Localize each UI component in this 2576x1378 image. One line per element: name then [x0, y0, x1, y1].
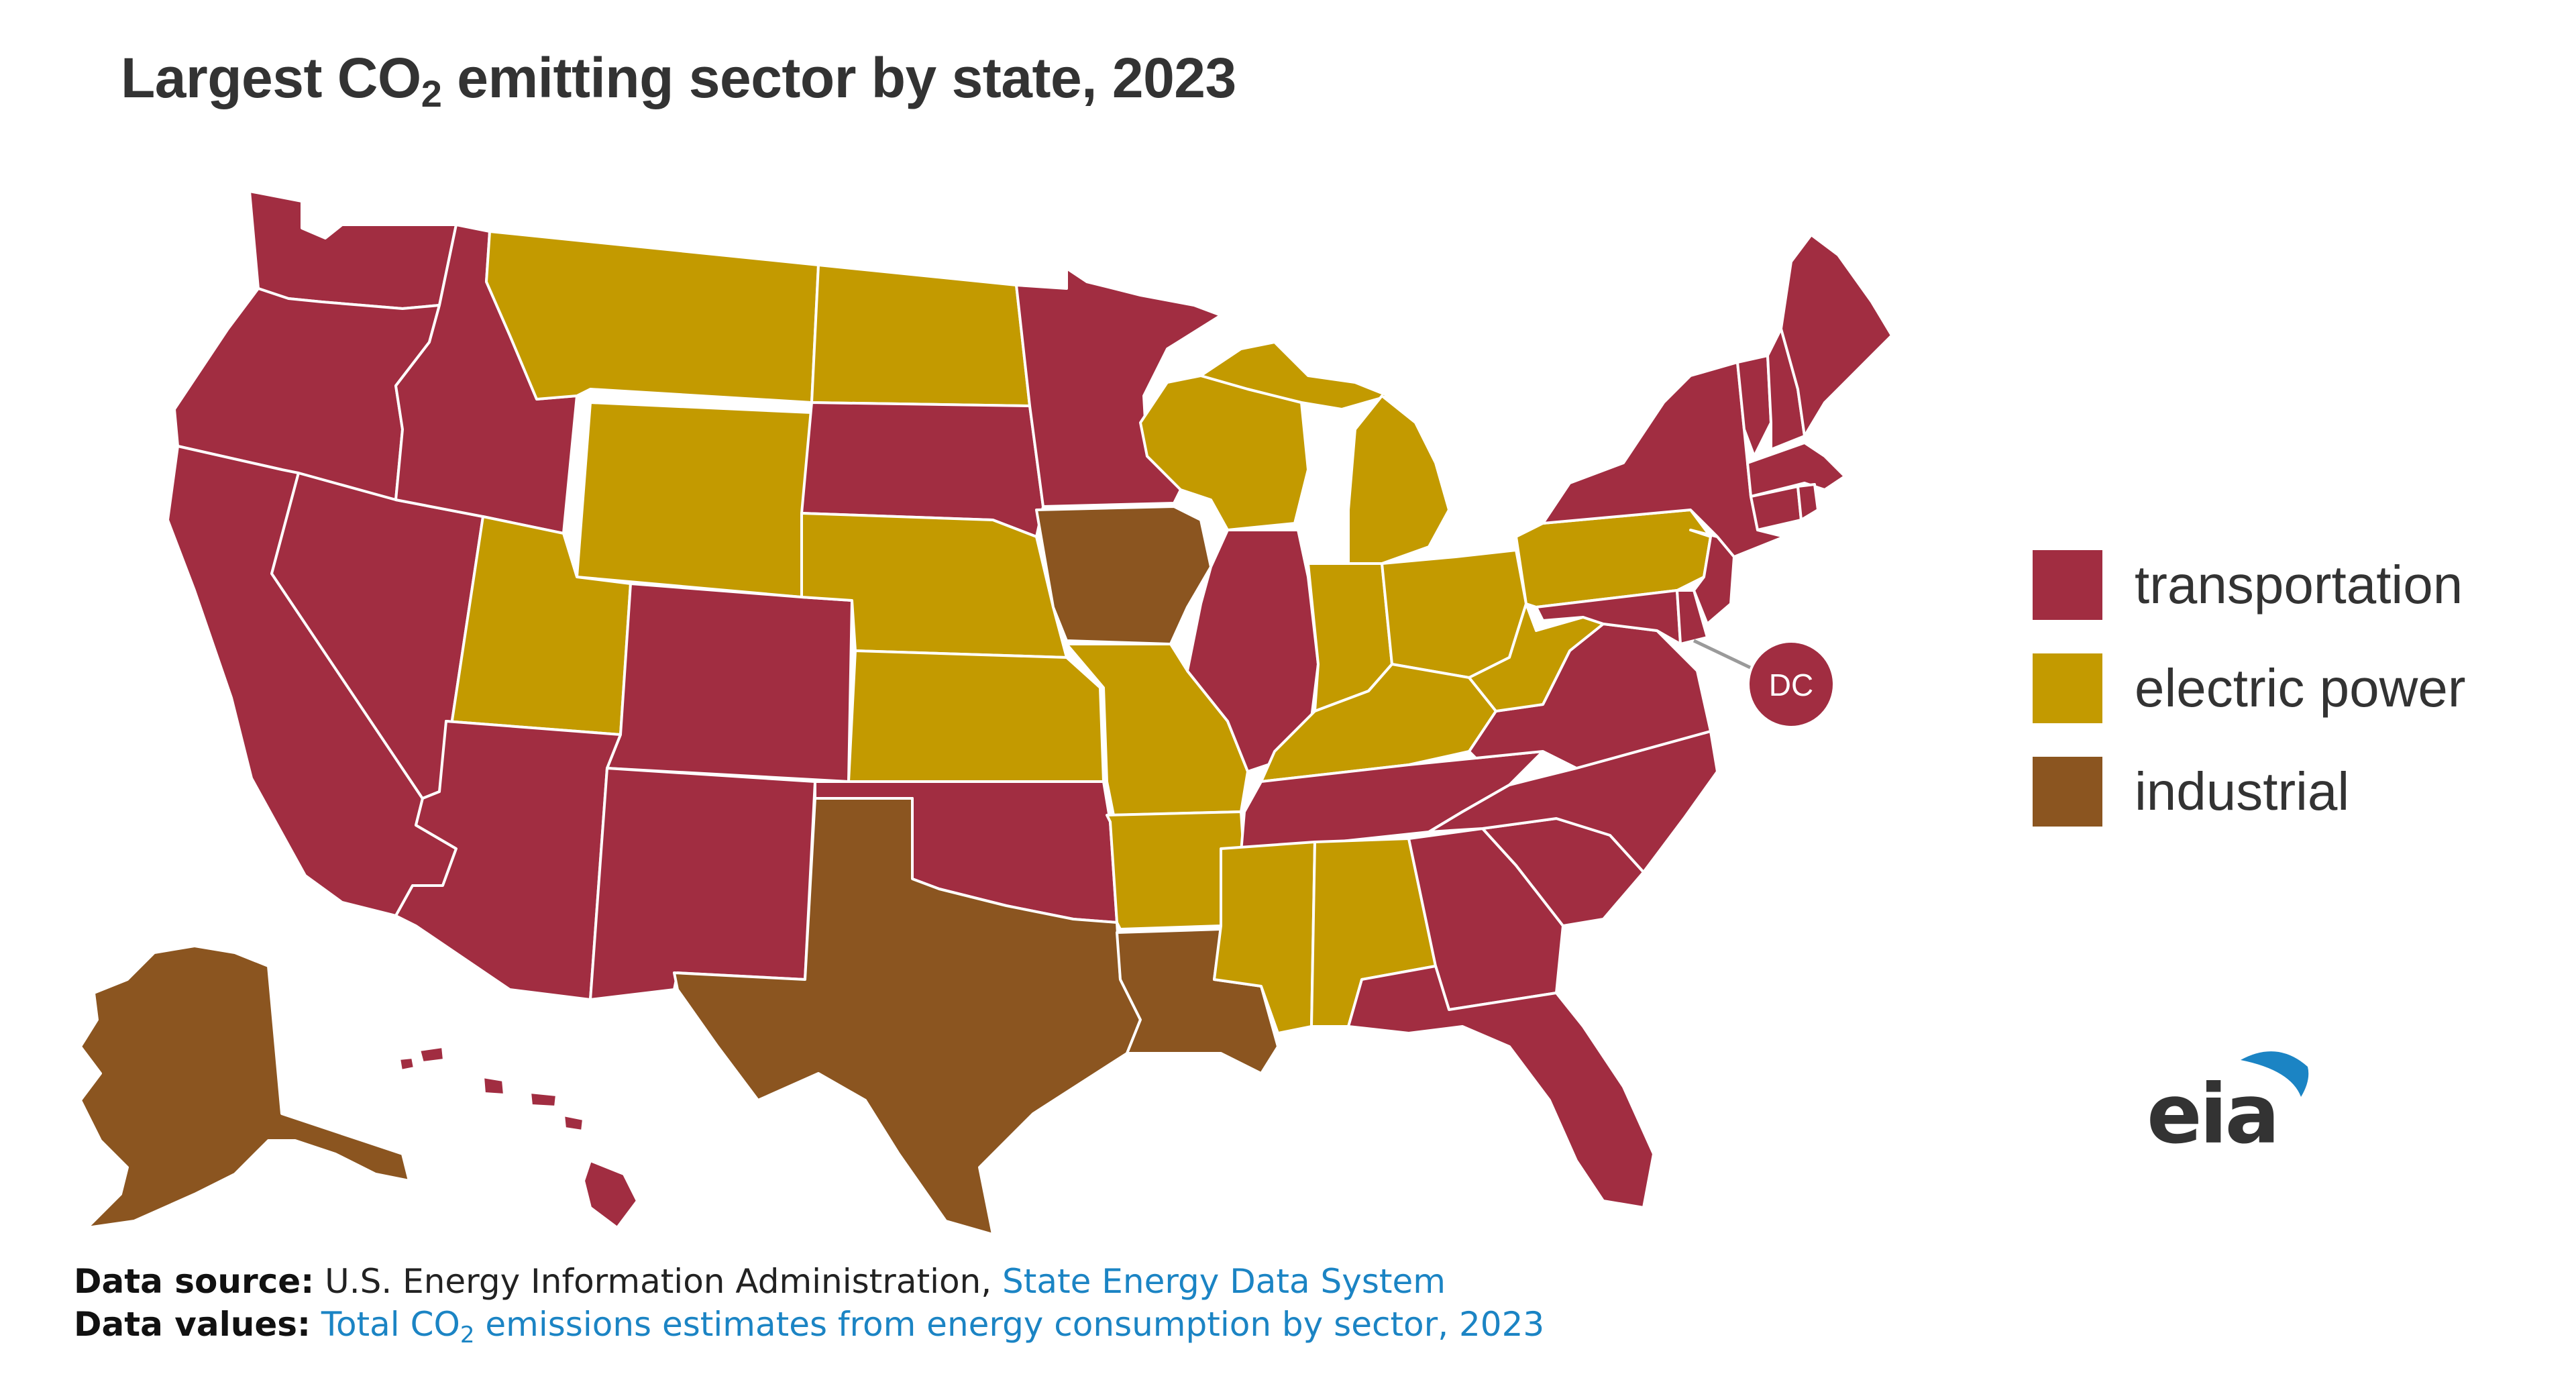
data-values-line: Data values: Total CO2 emissions estimat…	[74, 1303, 1544, 1346]
data-source-label: Data source:	[74, 1262, 315, 1301]
state-HI-3[interactable]	[482, 1075, 506, 1096]
page-title: Largest CO2 emitting sector by state, 20…	[121, 46, 1236, 115]
eia-swoosh-icon	[2241, 1051, 2309, 1097]
state-ND[interactable]	[810, 264, 1031, 407]
state-HI-5[interactable]	[562, 1114, 585, 1132]
footer: Data source: U.S. Energy Information Adm…	[74, 1260, 1544, 1346]
state-AK[interactable]	[79, 945, 411, 1229]
state-HI-6[interactable]	[582, 1159, 639, 1229]
legend-swatch	[2033, 550, 2102, 620]
state-HI-1[interactable]	[398, 1056, 416, 1072]
legend-swatch	[2033, 653, 2102, 723]
state-MI-lower[interactable]	[1347, 394, 1450, 565]
eia-logo-text: eia	[2147, 1067, 2280, 1162]
state-FL[interactable]	[1347, 965, 1655, 1209]
state-IA[interactable]	[1035, 505, 1212, 645]
state-TX[interactable]	[673, 797, 1142, 1236]
dc-marker[interactable]	[1747, 640, 1835, 729]
state-KS[interactable]	[847, 649, 1105, 783]
state-RI[interactable]	[1796, 483, 1819, 521]
data-source-line: Data source: U.S. Energy Information Adm…	[74, 1260, 1544, 1303]
data-source-text: U.S. Energy Information Administration,	[314, 1262, 1003, 1301]
eia-logo: eia	[2140, 1040, 2314, 1162]
state-WA[interactable]	[248, 190, 458, 310]
legend-label: electric power	[2135, 658, 2466, 718]
dc-label: DC	[1769, 668, 1813, 702]
state-NM[interactable]	[589, 767, 816, 1001]
data-source-link[interactable]: State Energy Data System	[1002, 1262, 1446, 1301]
state-VT[interactable]	[1736, 354, 1772, 458]
state-WI[interactable]	[1139, 374, 1309, 531]
state-CO[interactable]	[606, 582, 853, 783]
legend-swatch	[2033, 757, 2102, 827]
state-HI-4[interactable]	[529, 1091, 558, 1108]
legend-label: transportation	[2135, 555, 2463, 615]
data-values-link[interactable]: Total CO2 emissions estimates from energ…	[311, 1305, 1545, 1348]
data-values-label: Data values:	[74, 1305, 311, 1344]
state-MT[interactable]	[485, 230, 820, 404]
state-MI-upper[interactable]	[1199, 341, 1390, 411]
state-WY[interactable]	[576, 401, 813, 598]
state-NC[interactable]	[1428, 730, 1719, 873]
state-DE[interactable]	[1676, 589, 1709, 645]
state-HI-2[interactable]	[418, 1045, 445, 1064]
state-MO[interactable]	[1065, 643, 1249, 816]
state-AR[interactable]	[1106, 810, 1246, 931]
state-MN[interactable]	[1015, 267, 1222, 508]
legend-label: industrial	[2135, 761, 2350, 821]
state-ME[interactable]	[1780, 233, 1893, 437]
